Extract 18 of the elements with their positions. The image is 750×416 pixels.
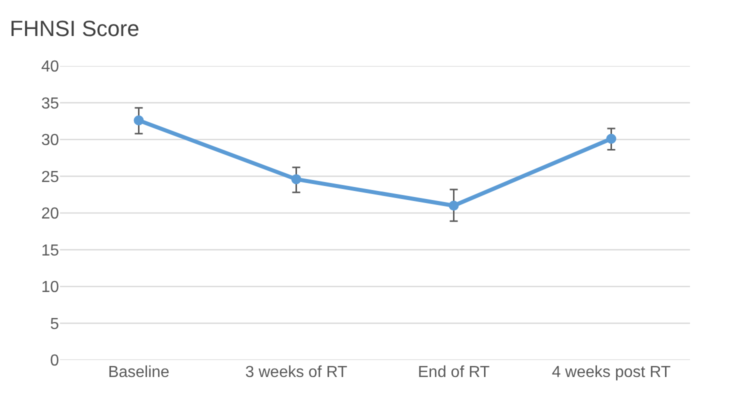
point	[606, 134, 616, 144]
y-tick-label: 35	[41, 95, 60, 112]
point	[291, 174, 302, 184]
y-tick-label: 30	[41, 132, 60, 150]
x-tick-label: 3 weeks of RT	[245, 364, 348, 381]
y-tick-label: 25	[41, 168, 60, 186]
point	[448, 200, 459, 211]
x-tick-label: 4 weeks post RT	[552, 364, 671, 381]
y-tick-label: 15	[41, 242, 60, 260]
point	[134, 115, 144, 126]
y-tick-label: 10	[41, 279, 60, 296]
y-tick-label: 5	[50, 316, 60, 333]
y-tick-label: 20	[41, 206, 60, 223]
y-tick-label: 40	[41, 58, 60, 76]
chart-title: FHNSI Score	[10, 16, 140, 42]
x-tick-label: Baseline	[108, 364, 170, 381]
y-tick-label: 0	[50, 352, 60, 370]
x-tick-label: End of RT	[418, 364, 490, 381]
